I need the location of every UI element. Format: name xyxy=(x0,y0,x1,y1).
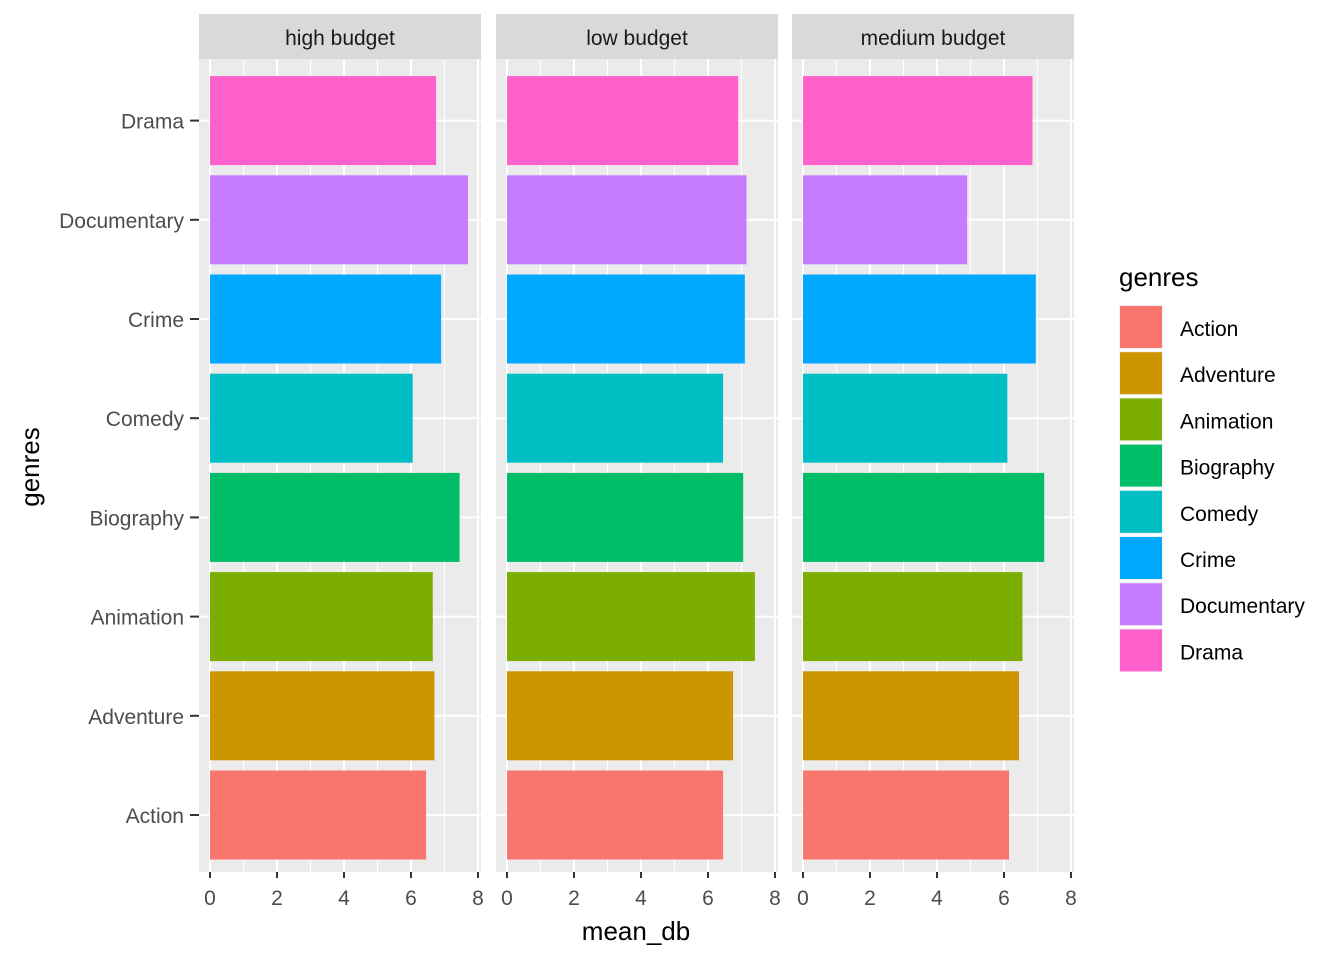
bar-adventure xyxy=(210,671,435,761)
y-tick-label: Adventure xyxy=(88,706,184,729)
legend-label: Biography xyxy=(1180,457,1275,480)
bar-animation xyxy=(803,572,1023,662)
bar-documentary xyxy=(210,175,468,265)
legend-label: Documentary xyxy=(1180,595,1305,618)
bar-drama xyxy=(507,76,739,166)
y-axis-title: genres xyxy=(15,427,45,507)
x-tick-label: 8 xyxy=(472,887,484,910)
y-tick-label: Drama xyxy=(121,111,184,134)
facet-label: high budget xyxy=(285,27,395,50)
bar-drama xyxy=(803,76,1033,166)
x-tick-label: 6 xyxy=(998,887,1010,910)
facet-label: medium budget xyxy=(861,27,1006,50)
legend-label: Adventure xyxy=(1180,364,1276,387)
x-tick-label: 4 xyxy=(338,887,350,910)
x-tick-label: 2 xyxy=(271,887,283,910)
legend-label: Action xyxy=(1180,318,1238,341)
bar-documentary xyxy=(803,175,968,265)
legend-label: Drama xyxy=(1180,641,1243,664)
legend-title: genres xyxy=(1119,262,1199,292)
y-tick-label: Documentary xyxy=(59,210,184,233)
x-tick-label: 0 xyxy=(204,887,216,910)
x-tick-label: 0 xyxy=(797,887,809,910)
x-tick-label: 6 xyxy=(405,887,417,910)
legend-swatch xyxy=(1120,306,1162,348)
bar-biography xyxy=(803,472,1045,562)
bar-adventure xyxy=(507,671,734,761)
bar-comedy xyxy=(507,373,724,463)
legend-swatch xyxy=(1120,583,1162,626)
legend-swatch xyxy=(1120,398,1162,441)
legend-label: Crime xyxy=(1180,549,1236,572)
facet-panel-high-budget: high budget 0 2 4 6 8 xyxy=(199,14,484,910)
legend-swatch xyxy=(1120,629,1162,672)
bar-comedy xyxy=(210,373,413,463)
legend-item-crime: Crime xyxy=(1119,536,1236,580)
legend-swatch xyxy=(1120,444,1162,487)
legend-item-action: Action xyxy=(1119,305,1238,349)
x-tick-label: 2 xyxy=(864,887,876,910)
bar-action xyxy=(210,770,427,860)
legend-label: Comedy xyxy=(1180,503,1259,526)
x-tick-label: 6 xyxy=(702,887,714,910)
x-tick-label: 2 xyxy=(568,887,580,910)
bar-adventure xyxy=(803,671,1020,761)
bar-drama xyxy=(210,76,437,166)
bar-crime xyxy=(803,274,1036,364)
legend-item-drama: Drama xyxy=(1119,628,1243,673)
legend-item-adventure: Adventure xyxy=(1119,351,1276,396)
bar-biography xyxy=(507,472,744,562)
x-tick-label: 8 xyxy=(1065,887,1077,910)
bar-crime xyxy=(210,274,442,364)
legend-swatch xyxy=(1120,490,1162,533)
legend: Action Adventure Animation Biography Comedy C… xyxy=(1119,305,1305,673)
facet-strip xyxy=(199,14,481,59)
bar-action xyxy=(507,770,724,860)
legend-item-animation: Animation xyxy=(1119,397,1273,442)
bar-biography xyxy=(210,472,460,562)
facet-strip xyxy=(792,14,1074,59)
y-tick-label: Crime xyxy=(128,309,184,332)
legend-item-comedy: Comedy xyxy=(1119,489,1259,534)
legend-item-biography: Biography xyxy=(1119,443,1275,488)
facet-panel-low-budget: low budget 0 2 4 6 8 xyxy=(496,14,781,910)
facet-panel-medium-budget: medium budget 0 2 4 6 8 xyxy=(792,14,1077,910)
y-tick-label: Comedy xyxy=(106,408,185,431)
bar-comedy xyxy=(803,373,1008,463)
bar-crime xyxy=(507,274,745,364)
bar-animation xyxy=(210,572,433,662)
facet-label: low budget xyxy=(586,27,688,50)
bar-animation xyxy=(507,572,755,662)
y-tick-label: Action xyxy=(126,805,184,828)
legend-label: Animation xyxy=(1180,410,1273,433)
legend-swatch xyxy=(1120,352,1162,395)
bar-documentary xyxy=(507,175,747,265)
x-tick-label: 4 xyxy=(931,887,943,910)
y-tick-label: Animation xyxy=(91,607,184,630)
x-axis-title: mean_db xyxy=(582,916,690,946)
legend-swatch xyxy=(1120,537,1162,579)
x-tick-label: 0 xyxy=(501,887,513,910)
x-tick-label: 4 xyxy=(635,887,647,910)
x-tick-label: 8 xyxy=(769,887,781,910)
legend-item-documentary: Documentary xyxy=(1119,582,1305,627)
facet-strip xyxy=(496,14,778,59)
y-tick-label: Biography xyxy=(89,507,184,530)
bar-action xyxy=(803,770,1010,860)
